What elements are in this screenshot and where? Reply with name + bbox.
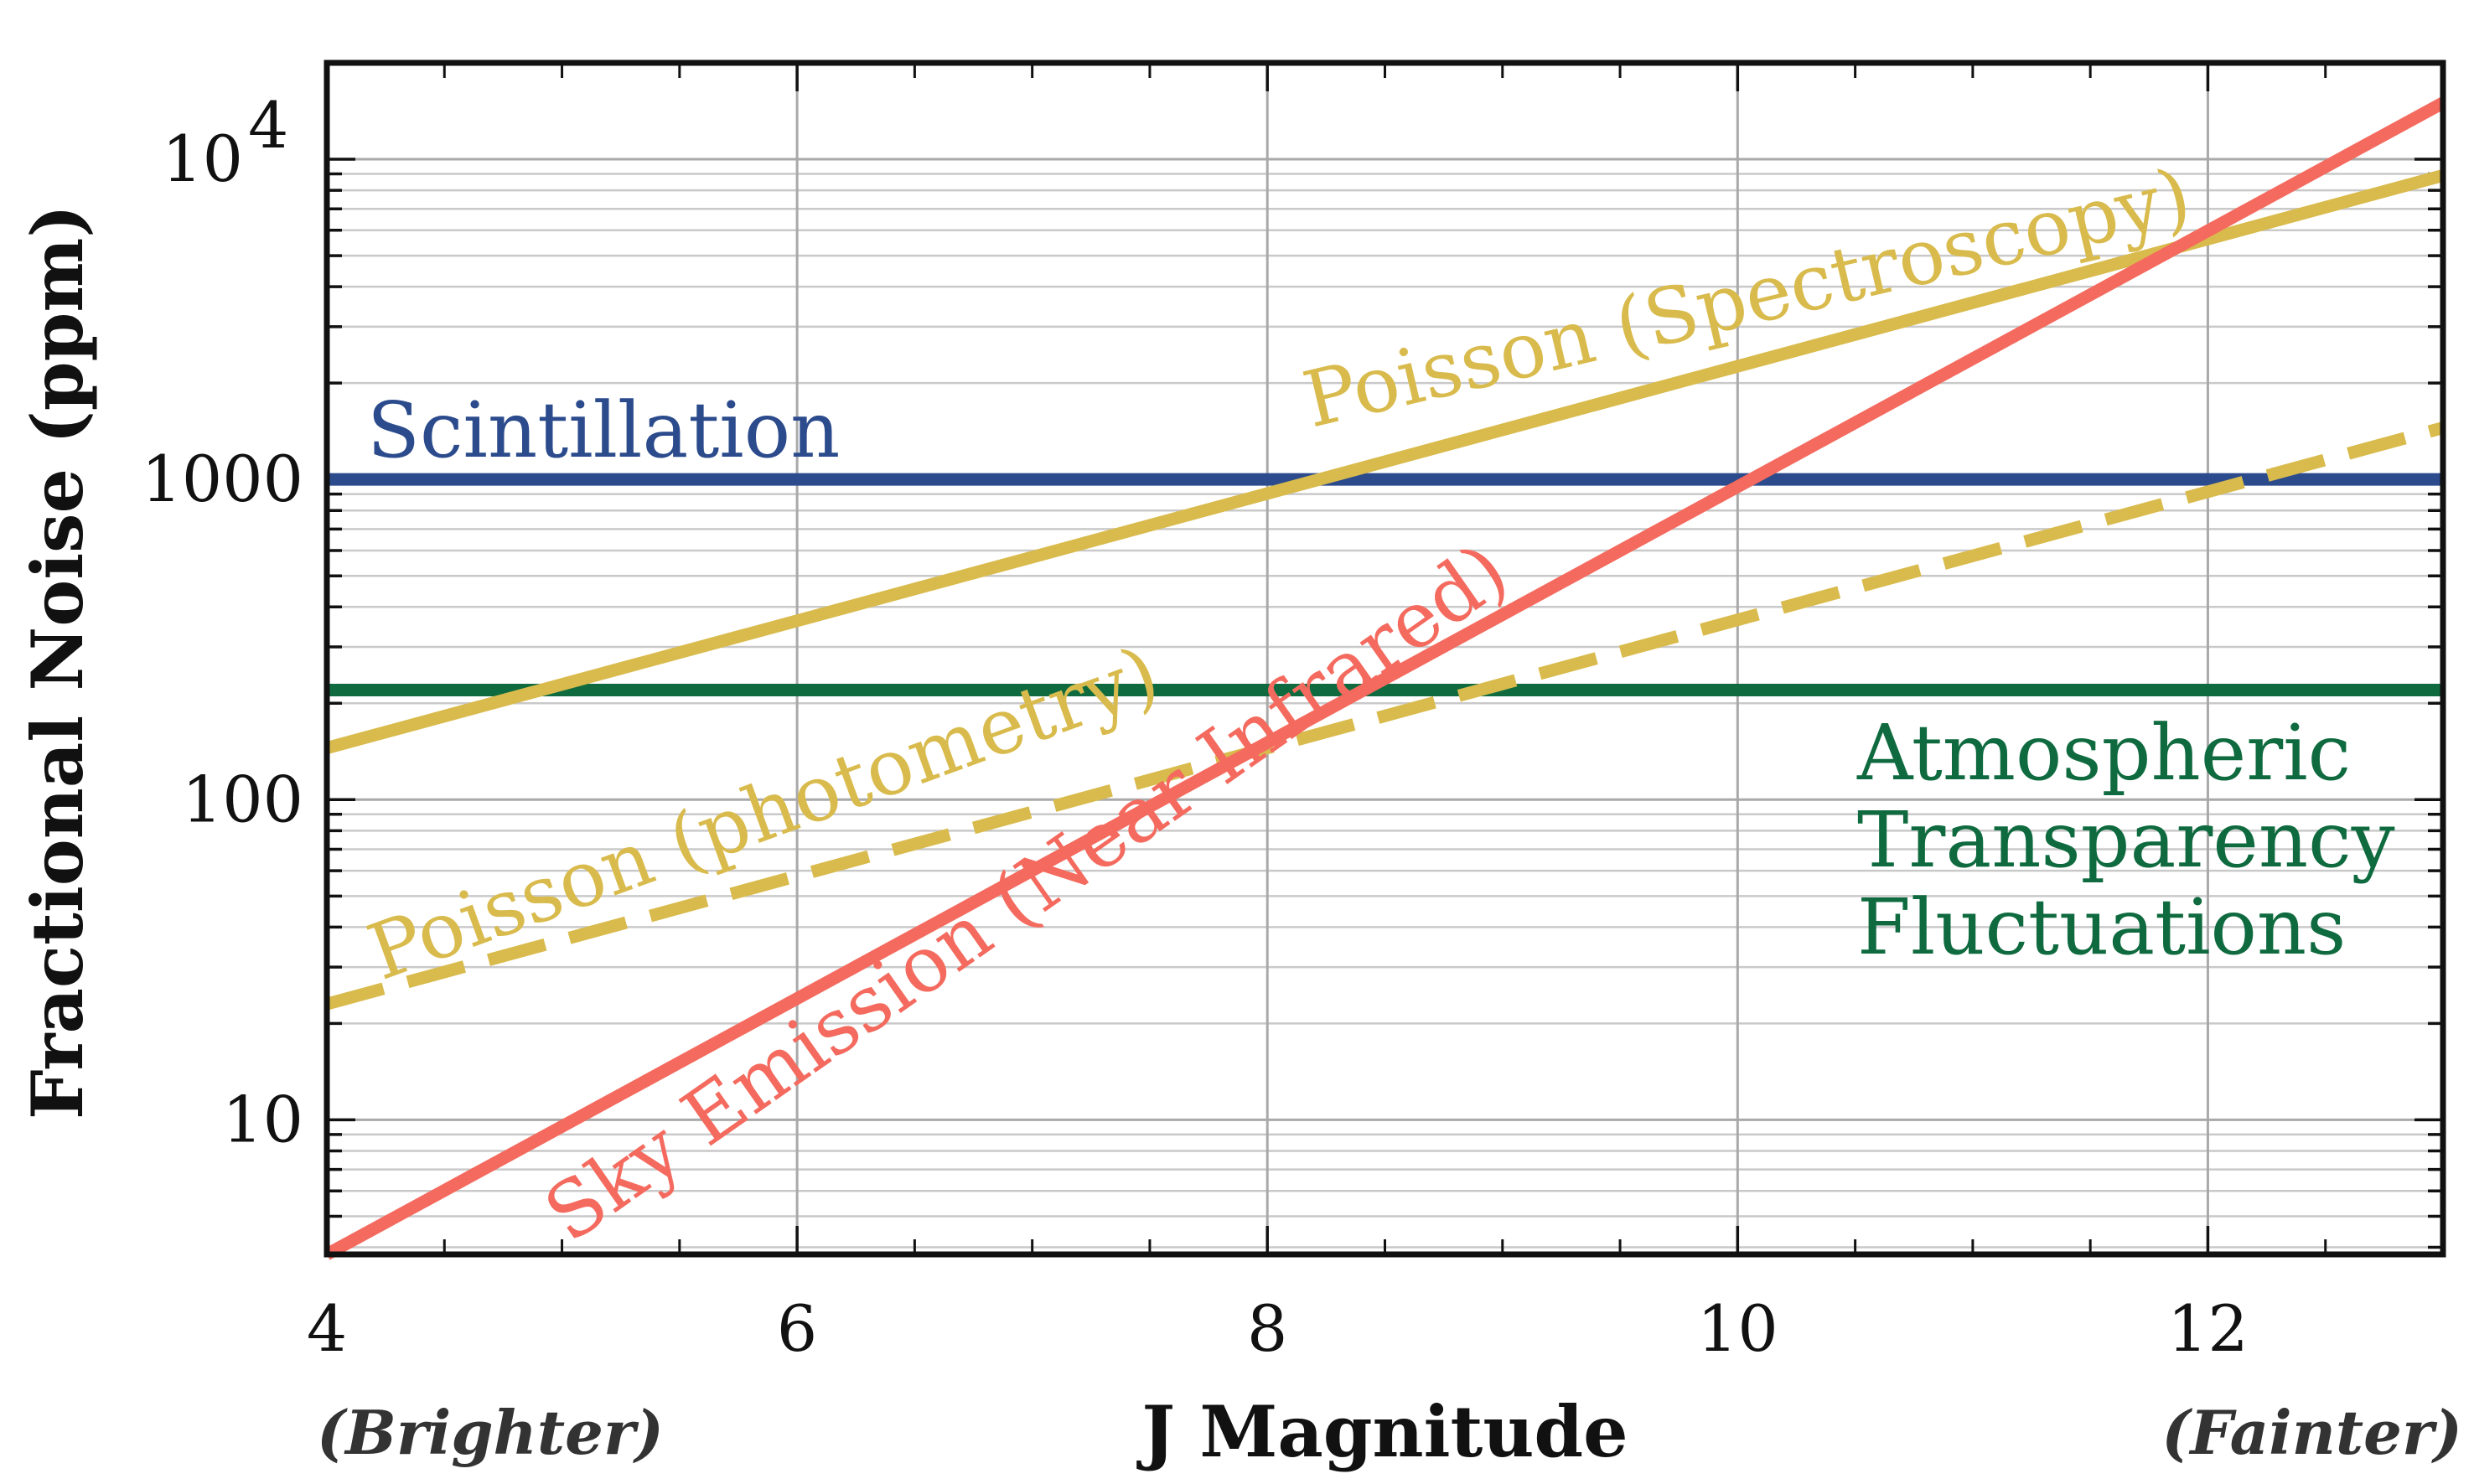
y-tick-exponent: 4 (248, 88, 288, 163)
label-atmospheric-line-3: Fluctuations (1857, 882, 2346, 972)
series-line-5 (323, 97, 2446, 1260)
x-axis-title: J Magnitude (1136, 1390, 1628, 1473)
y-tick-label: 10 (222, 1082, 303, 1156)
label-sky-emission: Sky Emission (Near-Infrared) (529, 525, 1524, 1259)
y-tick-label: 10 (162, 122, 243, 196)
y-tick-label: 1000 (142, 442, 303, 516)
series-line-3 (325, 169, 2445, 754)
x-tick-label: 4 (307, 1291, 347, 1366)
series-labels: Scintillation AtmosphericTransparencyFluc… (357, 151, 2395, 1259)
x-note-fainter: (Fainter) (2161, 1397, 2462, 1468)
label-poisson-spectroscopy: Poisson (Spectroscopy) (1296, 151, 2199, 445)
label-scintillation: Scintillation (367, 385, 840, 475)
y-axis-title: Fractional Noise (ppm) (16, 204, 99, 1119)
series-lines (323, 97, 2446, 1260)
x-tick-label: 6 (777, 1291, 817, 1366)
x-tick-label: 10 (1697, 1291, 1778, 1366)
plot-frame (323, 59, 2446, 1258)
label-atmospheric-line-1: Atmospheric (1856, 708, 2351, 798)
x-tick-label: 12 (2167, 1291, 2249, 1366)
x-note-brighter: (Brighter) (317, 1397, 664, 1468)
y-tick-label: 100 (182, 762, 303, 836)
series-line-4 (325, 421, 2445, 1011)
label-atmospheric-line-2: Transparency (1857, 795, 2395, 885)
x-tick-label: 8 (1247, 1291, 1287, 1366)
